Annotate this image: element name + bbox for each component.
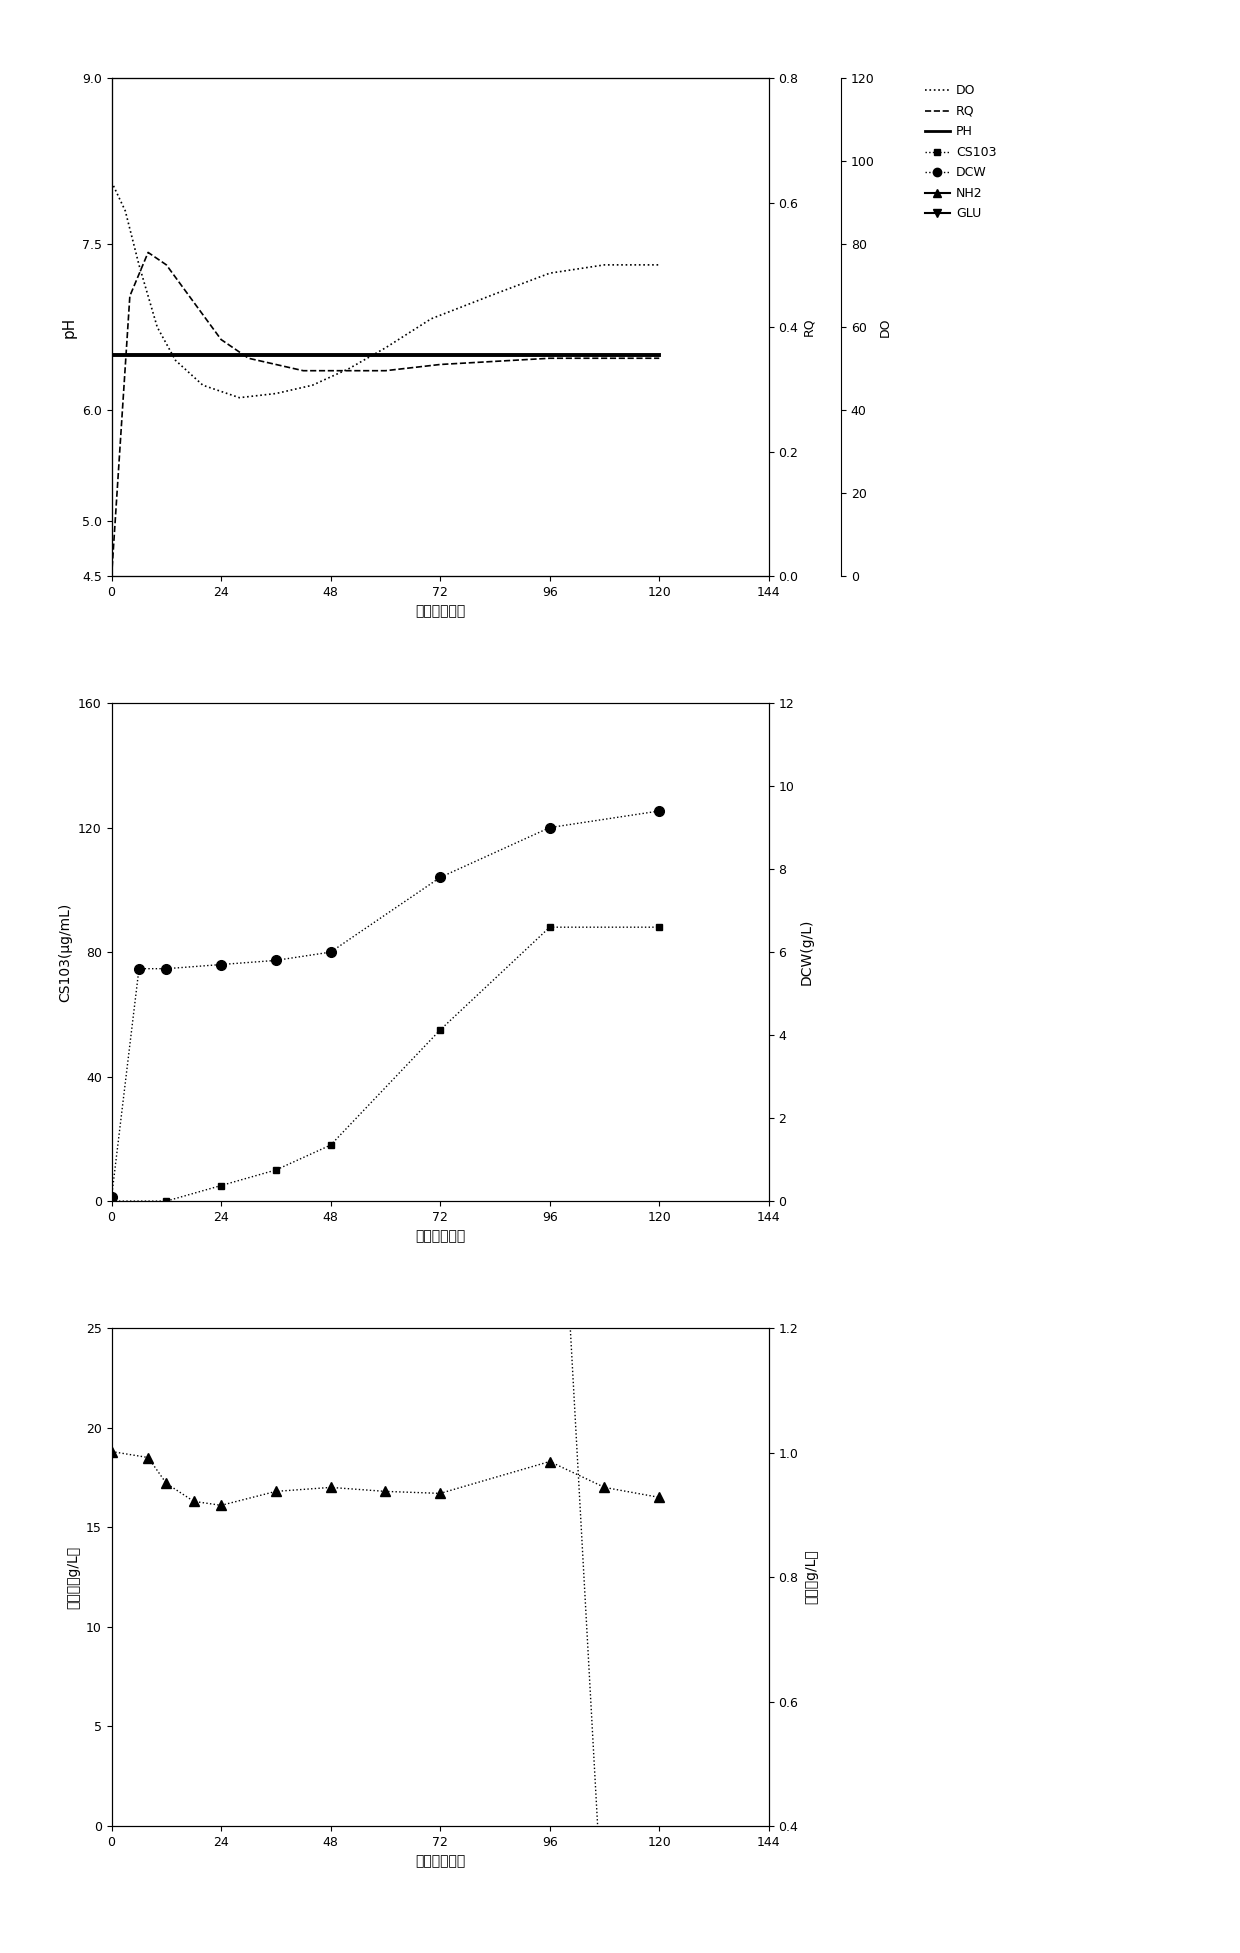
X-axis label: 时间（小时）: 时间（小时） <box>415 603 465 619</box>
Legend: DO, RQ, PH, CS103, DCW, NH2, GLU: DO, RQ, PH, CS103, DCW, NH2, GLU <box>920 80 1002 225</box>
Y-axis label: DCW(g/L): DCW(g/L) <box>800 920 813 984</box>
X-axis label: 时间（小时）: 时间（小时） <box>415 1228 465 1244</box>
Y-axis label: RQ: RQ <box>802 318 816 336</box>
Y-axis label: CS103(μg/mL): CS103(μg/mL) <box>58 902 73 1002</box>
Y-axis label: DO: DO <box>879 318 892 336</box>
X-axis label: 时间（小时）: 时间（小时） <box>415 1853 465 1869</box>
Y-axis label: 总氮（g/L）: 总氮（g/L） <box>804 1549 818 1605</box>
Y-axis label: 葡萄糖（g/L）: 葡萄糖（g/L） <box>67 1545 81 1609</box>
Y-axis label: pH: pH <box>61 316 77 338</box>
